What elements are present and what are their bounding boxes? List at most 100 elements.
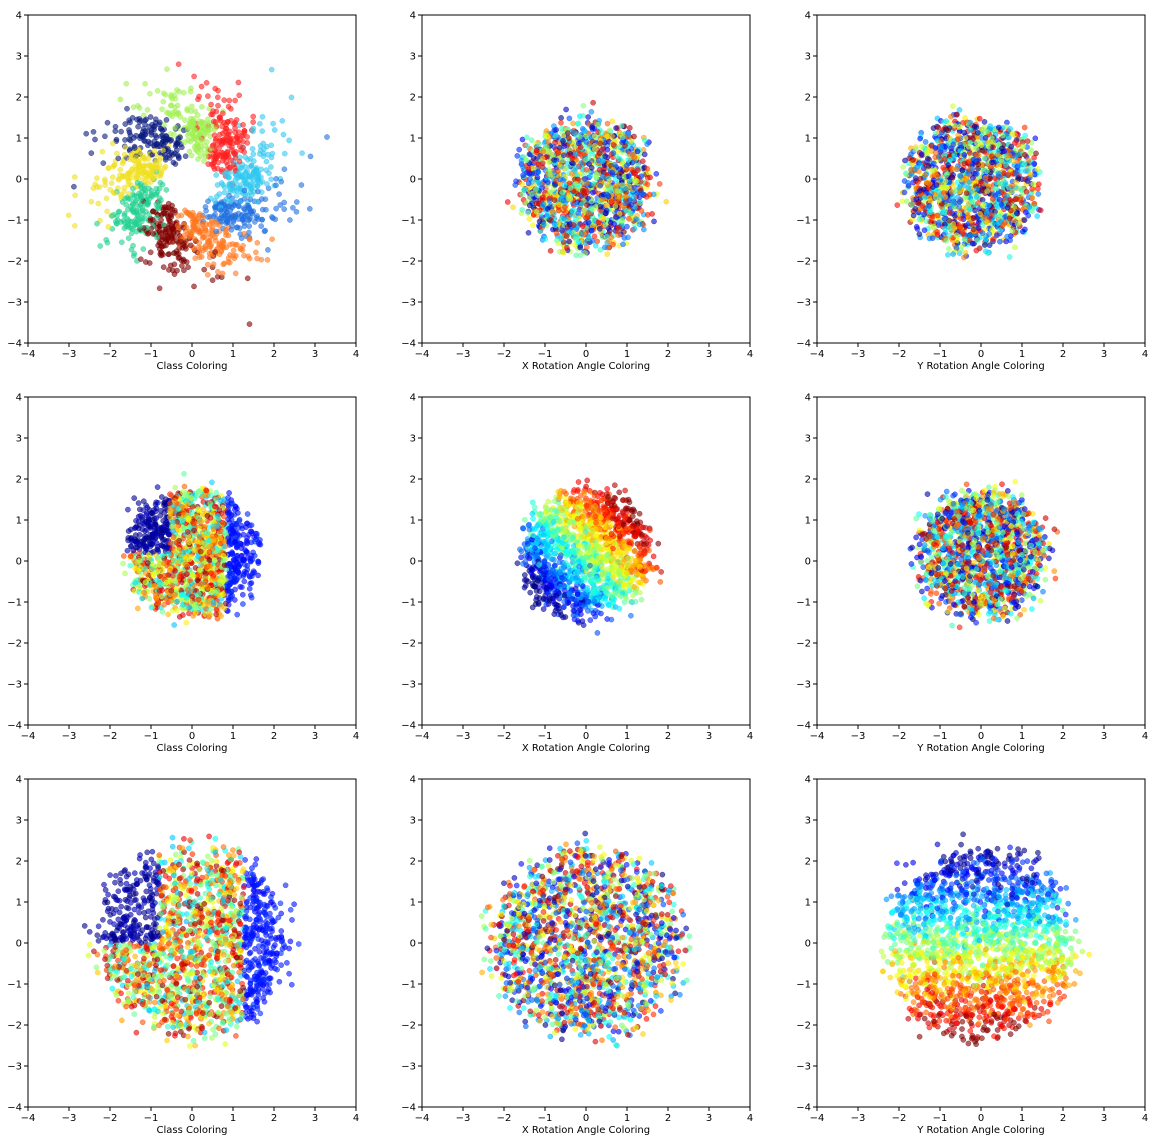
- scatter-point: [102, 133, 108, 140]
- scatter-point: [957, 224, 964, 230]
- scatter-point: [925, 162, 932, 169]
- scatter-point: [92, 136, 98, 143]
- scatter-point: [221, 189, 228, 196]
- scatter-point: [203, 139, 210, 145]
- scatter-point: [133, 219, 139, 226]
- scatter-point: [585, 219, 592, 226]
- scatter-point: [550, 152, 556, 158]
- scatter-point: [233, 192, 240, 199]
- scatter-point: [581, 207, 587, 214]
- scatter-point: [265, 151, 272, 158]
- scatter-point: [563, 233, 570, 239]
- scatter-point: [531, 170, 538, 176]
- scatter-point: [954, 136, 961, 143]
- scatter-point: [588, 198, 595, 205]
- scatter-point: [561, 215, 568, 222]
- scatter-point: [545, 159, 551, 165]
- scatter-point: [219, 270, 226, 277]
- scatter-point: [1006, 254, 1013, 260]
- scatter-point: [566, 115, 573, 122]
- scatter-point: [998, 201, 1005, 208]
- scatter-point: [946, 225, 953, 231]
- scatter-point: [612, 203, 619, 209]
- scatter-point: [307, 153, 314, 160]
- y-tick-label: 2: [805, 93, 811, 104]
- y-tick-label: 4: [410, 11, 416, 22]
- scatter-point: [288, 94, 295, 101]
- scatter-point: [154, 484, 161, 490]
- scatter-point: [984, 188, 991, 194]
- scatter-point: [968, 189, 975, 195]
- scatter-point: [588, 227, 595, 234]
- scatter-point: [143, 200, 149, 207]
- scatter-point: [984, 209, 990, 216]
- scatter-point: [967, 119, 974, 126]
- scatter-point: [573, 216, 579, 222]
- scatter-point: [252, 182, 259, 188]
- scatter-point: [263, 143, 270, 150]
- scatter-point: [174, 229, 181, 236]
- x-tick-label: −4: [415, 349, 430, 360]
- scatter-point: [954, 194, 961, 201]
- scatter-point: [236, 92, 242, 99]
- scatter-point: [922, 139, 929, 145]
- scatter-point: [929, 215, 936, 221]
- scatter-point: [518, 157, 525, 164]
- scatter-point: [241, 176, 248, 182]
- x-tick-label: −4: [810, 349, 825, 360]
- x-tick-label: −2: [892, 349, 907, 360]
- scatter-point: [577, 244, 584, 251]
- scatter-point: [65, 212, 72, 219]
- x-axis-label: Y Rotation Angle Coloring: [916, 361, 1045, 372]
- scatter-point: [584, 202, 590, 208]
- scatter-point: [561, 143, 568, 149]
- scatter-point: [182, 117, 188, 123]
- x-tick-label: 1: [624, 349, 630, 360]
- scatter-point: [525, 210, 531, 216]
- scatter-point: [205, 127, 212, 134]
- scatter-point: [142, 81, 148, 87]
- scatter-point: [281, 166, 288, 172]
- scatter-point: [566, 135, 572, 142]
- scatter-point: [962, 249, 969, 256]
- scatter-point: [187, 242, 194, 249]
- scatter-point: [555, 150, 562, 156]
- scatter-point: [999, 180, 1005, 187]
- scatter-point: [976, 115, 983, 122]
- scatter-point: [526, 216, 533, 222]
- scatter-point: [613, 198, 620, 205]
- scatter-point: [540, 221, 547, 228]
- scatter-point: [181, 139, 188, 145]
- scatter-point: [273, 175, 280, 182]
- scatter-point: [989, 159, 995, 166]
- scatter-point: [260, 153, 267, 159]
- scatter-point: [1037, 207, 1044, 214]
- scatter-point: [961, 151, 968, 158]
- scatter-point: [273, 182, 279, 189]
- scatter-point: [932, 150, 939, 156]
- scatter-point: [533, 208, 540, 215]
- scatter-point: [163, 187, 170, 193]
- scatter-point: [612, 183, 619, 189]
- scatter-point: [956, 107, 963, 113]
- scatter-point: [155, 205, 162, 212]
- scatter-point: [221, 215, 228, 221]
- scatter-point: [140, 210, 146, 217]
- scatter-point: [570, 222, 577, 228]
- scatter-point: [138, 180, 144, 187]
- scatter-point: [947, 157, 953, 163]
- scatter-point: [241, 578, 248, 585]
- scatter-point: [997, 238, 1003, 245]
- scatter-point: [156, 285, 163, 292]
- scatter-point: [596, 166, 603, 173]
- scatter-point: [226, 97, 233, 104]
- scatter-point: [124, 105, 130, 112]
- scatter-point: [137, 202, 143, 208]
- scatter-point: [169, 235, 175, 241]
- scatter-point: [1002, 220, 1008, 226]
- scatter-point: [625, 131, 632, 137]
- scatter-point: [544, 133, 551, 140]
- scatter-point: [1004, 204, 1011, 211]
- scatter-point: [212, 249, 218, 255]
